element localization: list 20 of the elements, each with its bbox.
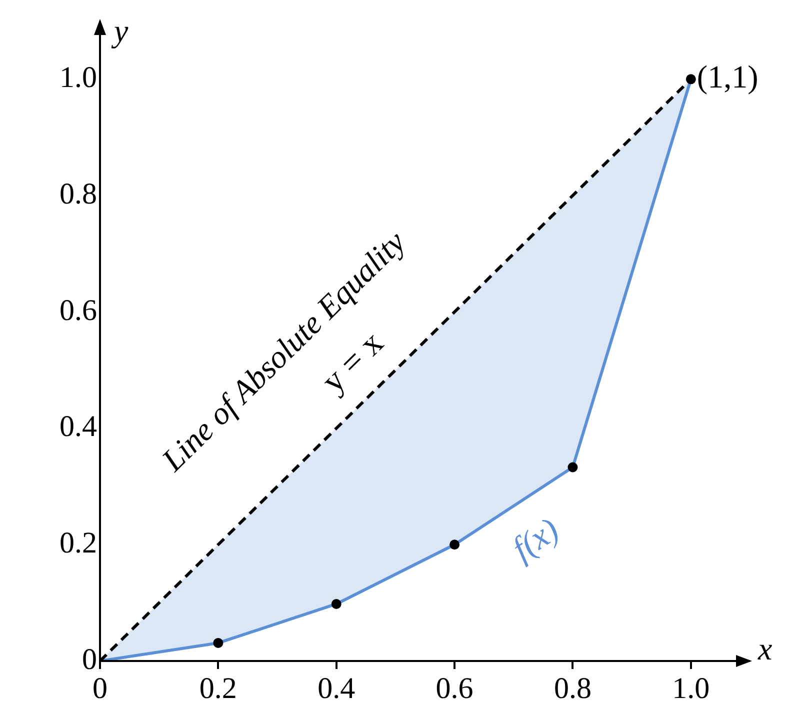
x-tick-label: 0.2 [199, 672, 237, 705]
point [450, 540, 460, 550]
x-tick-label: 1.0 [672, 672, 710, 705]
point [331, 598, 342, 609]
y-tick-label: 0.2 [60, 526, 97, 560]
annotation: (1,1) [696, 58, 758, 95]
y-tick-label: 0.6 [60, 294, 97, 327]
y-tick-label: 0.8 [60, 177, 97, 210]
y-tick-label: 0.4 [60, 410, 97, 444]
point [686, 74, 696, 84]
x-axis-title: x [757, 630, 772, 666]
x-tick-label: 0.4 [318, 672, 356, 705]
x-tick-label: 0.6 [436, 672, 474, 705]
point [213, 638, 224, 648]
y-axis-title: y [111, 12, 129, 48]
y-tick-label: 0 [82, 642, 97, 676]
y-tick-label: 1.0 [60, 61, 97, 94]
point [568, 462, 578, 472]
x-tick-label: 0.8 [554, 672, 592, 705]
text: f(x) [506, 511, 566, 568]
